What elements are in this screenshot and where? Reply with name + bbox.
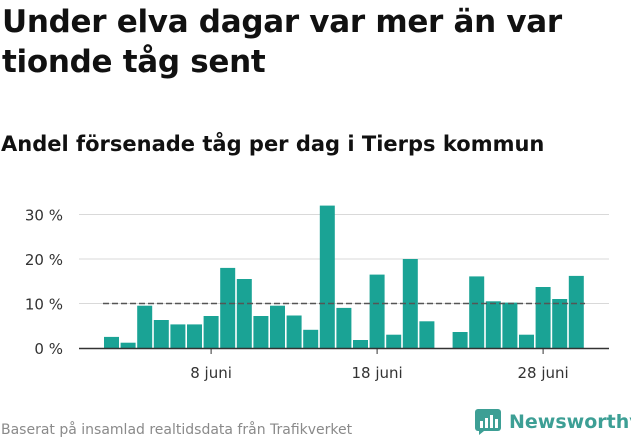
x-tick-label: 28 juni <box>517 364 568 382</box>
axes: 0 % 10 % 20 % 30 % 8 juni 18 juni 28 juni <box>25 207 609 382</box>
newsworthy-bar-chart-icon <box>475 409 501 435</box>
bar <box>104 336 119 348</box>
chart-subtitle: Andel försenade tåg per dag i Tierps kom… <box>1 132 545 156</box>
y-tick-label: 10 % <box>25 296 63 314</box>
bar <box>203 316 219 348</box>
bar <box>253 316 269 348</box>
logo-text: Newsworthy <box>509 411 631 433</box>
x-tick-label: 8 juni <box>190 364 232 382</box>
y-tick-label: 20 % <box>25 251 63 269</box>
gridlines <box>79 214 609 304</box>
bar <box>137 305 153 348</box>
chart-title: Under elva dagar var mer än var tionde t… <box>2 4 562 80</box>
bar <box>535 287 551 348</box>
bar <box>120 342 136 348</box>
bar <box>519 334 534 349</box>
bars <box>104 205 584 349</box>
bar <box>568 275 584 348</box>
bar <box>469 276 485 348</box>
bar <box>303 329 319 348</box>
bar <box>187 324 202 348</box>
bar-chart: 0 % 10 % 20 % 30 % 8 juni 18 juni 28 juni <box>25 205 609 382</box>
y-tick-label: 30 % <box>25 207 63 225</box>
bar <box>386 334 402 349</box>
bar <box>319 205 335 348</box>
y-tick-label: 0 % <box>34 340 63 358</box>
bar <box>485 301 501 348</box>
bar <box>353 340 368 348</box>
bar <box>220 267 236 348</box>
bar <box>369 274 385 348</box>
bar <box>502 302 518 348</box>
bar <box>170 324 186 348</box>
bar <box>552 299 568 348</box>
bar <box>419 321 435 348</box>
bar <box>336 307 352 348</box>
bar <box>452 332 468 348</box>
source-note: Baserat på insamlad realtidsdata från Tr… <box>1 422 353 438</box>
bar <box>153 320 169 348</box>
newsworthy-logo: Newsworthy <box>475 406 631 438</box>
bar <box>270 305 285 348</box>
bar <box>236 279 252 348</box>
bar <box>286 315 302 348</box>
x-tick-label: 18 juni <box>351 364 402 382</box>
